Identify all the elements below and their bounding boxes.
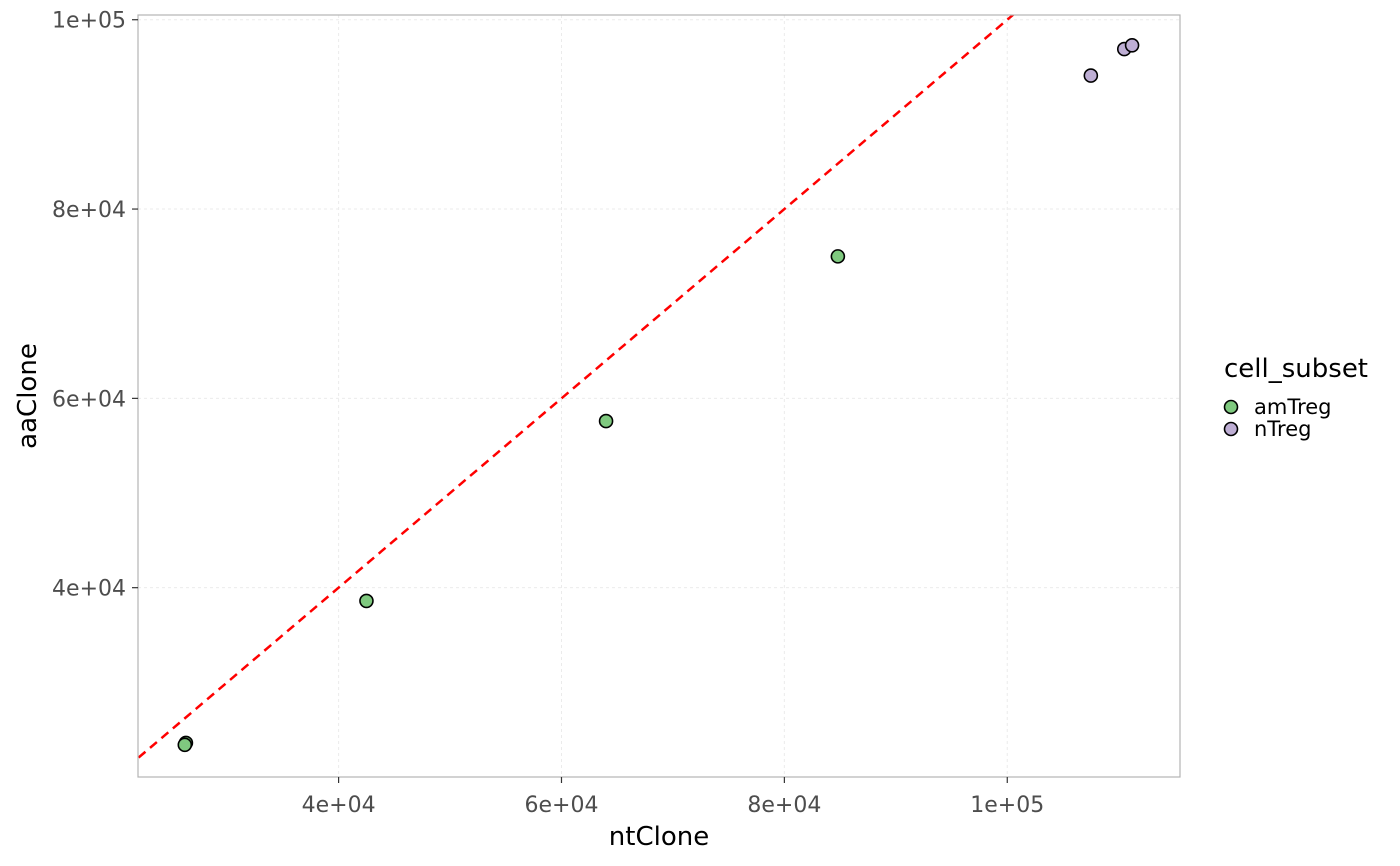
x-tick-label: 8e+04 xyxy=(747,793,821,818)
gridlines xyxy=(138,15,1180,777)
y-tick-label: 6e+04 xyxy=(52,387,126,412)
legend-title: cell_subset xyxy=(1224,354,1368,384)
panel-border xyxy=(137,14,1181,778)
data-point-amTreg xyxy=(830,249,846,264)
legend-label-nTreg: nTreg xyxy=(1254,417,1311,441)
y-tick-label: 1e+05 xyxy=(52,9,126,34)
legend-key-nTreg xyxy=(1223,421,1239,437)
y-tick-label: 4e+04 xyxy=(52,577,126,602)
x-axis-title: ntClone xyxy=(609,822,709,852)
data-point-nTreg xyxy=(1124,37,1140,53)
data-point-amTreg xyxy=(359,593,374,609)
y-tick-label: 8e+04 xyxy=(52,198,126,223)
legend-key-amTreg xyxy=(1223,399,1239,415)
x-tick-label: 4e+04 xyxy=(302,793,376,818)
data-point-nTreg xyxy=(1083,68,1099,83)
x-tick-label: 1e+05 xyxy=(970,793,1044,818)
x-tick-label: 6e+04 xyxy=(525,793,599,818)
y-axis-title: aaClone xyxy=(13,343,43,449)
data-point-amTreg xyxy=(598,413,614,429)
identity-reference-line xyxy=(138,15,1015,760)
data-point-amTreg xyxy=(177,737,193,753)
data-points xyxy=(177,37,1140,753)
legend-label-amTreg: amTreg xyxy=(1254,395,1332,419)
plot-panel xyxy=(138,15,1180,777)
